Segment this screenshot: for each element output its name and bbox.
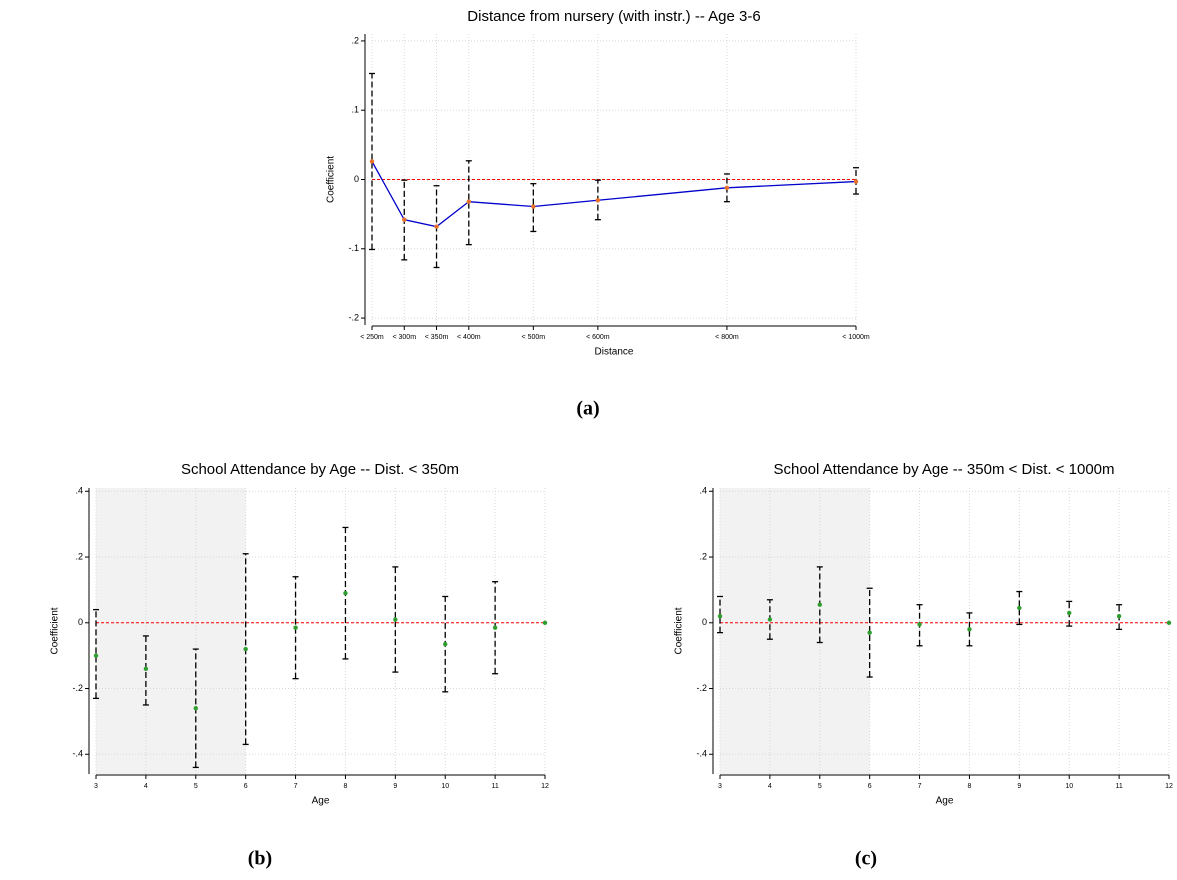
x-tick-label: 7 xyxy=(918,783,922,790)
y-tick-label: 0 xyxy=(702,617,707,627)
chart-title: School Attendance by Age -- 350m < Dist.… xyxy=(773,461,1114,478)
x-tick-label: < 500m xyxy=(522,334,546,341)
x-tick-label: 9 xyxy=(393,783,397,790)
x-tick-label: 4 xyxy=(768,783,772,790)
x-tick-label: 9 xyxy=(1017,783,1021,790)
point xyxy=(967,627,972,632)
point xyxy=(369,159,375,164)
point xyxy=(243,646,248,652)
y-tick-label: -.2 xyxy=(696,683,707,693)
point xyxy=(767,617,773,622)
point xyxy=(143,666,149,672)
y-axis-label: Coefficient xyxy=(674,607,685,654)
point xyxy=(402,217,407,222)
point xyxy=(293,625,298,630)
point xyxy=(917,622,922,627)
y-tick-label: -.2 xyxy=(348,312,359,322)
y-tick-label: .1 xyxy=(351,105,359,115)
y-tick-label: -.1 xyxy=(348,243,359,253)
point xyxy=(434,224,439,229)
y-tick-label: 0 xyxy=(78,617,83,627)
x-tick-label: 7 xyxy=(294,783,298,790)
point xyxy=(393,617,398,622)
x-tick-label: 12 xyxy=(541,783,549,790)
x-axis-label: Age xyxy=(936,796,954,807)
caption: (b) xyxy=(248,848,272,870)
x-tick-label: < 250m xyxy=(360,334,384,341)
point xyxy=(1116,614,1122,619)
x-tick-label: 11 xyxy=(1115,783,1122,790)
point xyxy=(542,620,548,625)
y-axis-label: Coefficient xyxy=(50,607,61,654)
y-tick-label: .4 xyxy=(75,486,83,496)
y-tick-label: .4 xyxy=(699,486,707,496)
x-tick-label: 6 xyxy=(868,783,872,790)
point xyxy=(466,199,471,204)
y-axis-label: Coefficient xyxy=(326,156,337,203)
x-tick-label: 10 xyxy=(441,783,449,790)
x-axis-label: Distance xyxy=(595,347,634,358)
x-tick-label: < 350m xyxy=(425,334,449,341)
y-tick-label: .2 xyxy=(699,551,707,561)
x-tick-label: 10 xyxy=(1065,783,1073,790)
x-tick-label: 11 xyxy=(491,783,498,790)
y-tick-label: .2 xyxy=(75,551,83,561)
x-tick-label: 3 xyxy=(94,783,98,790)
point xyxy=(853,179,859,184)
line xyxy=(371,161,857,228)
point xyxy=(717,614,723,619)
x-tick-label: 3 xyxy=(718,783,722,790)
point xyxy=(492,625,498,630)
y-tick-label: -.2 xyxy=(72,683,83,693)
point xyxy=(595,198,601,203)
x-tick-label: < 600m xyxy=(586,334,610,341)
x-tick-label: 6 xyxy=(244,783,248,790)
point xyxy=(1067,610,1072,616)
point xyxy=(93,653,99,658)
x-tick-label: < 1000m xyxy=(842,334,870,341)
point xyxy=(531,204,536,209)
x-tick-label: < 400m xyxy=(457,334,481,341)
y-tick-label: -.4 xyxy=(696,749,707,759)
y-tick-label: -.4 xyxy=(72,749,83,759)
chart-title: School Attendance by Age -- Dist. < 350m xyxy=(181,461,459,478)
shaded-region xyxy=(96,488,246,774)
point xyxy=(1017,605,1022,611)
x-tick-label: 8 xyxy=(967,783,971,790)
point xyxy=(343,590,348,596)
x-tick-label: 8 xyxy=(343,783,347,790)
caption: (a) xyxy=(576,398,599,420)
point xyxy=(817,602,822,607)
point xyxy=(724,185,730,191)
shaded-region xyxy=(720,488,870,774)
chart-title: Distance from nursery (with instr.) -- A… xyxy=(467,8,760,25)
caption: (c) xyxy=(855,848,877,870)
x-tick-label: < 800m xyxy=(715,334,739,341)
point xyxy=(1166,620,1172,625)
x-tick-label: 5 xyxy=(818,783,822,790)
point xyxy=(443,641,448,647)
point xyxy=(867,630,872,635)
y-tick-label: .2 xyxy=(351,35,359,45)
x-tick-label: 4 xyxy=(144,783,148,790)
x-tick-label: < 300m xyxy=(392,334,416,341)
point xyxy=(193,706,198,711)
x-axis-label: Age xyxy=(312,796,330,807)
x-tick-label: 5 xyxy=(194,783,198,790)
y-tick-label: 0 xyxy=(354,174,359,184)
x-tick-label: 12 xyxy=(1165,783,1173,790)
